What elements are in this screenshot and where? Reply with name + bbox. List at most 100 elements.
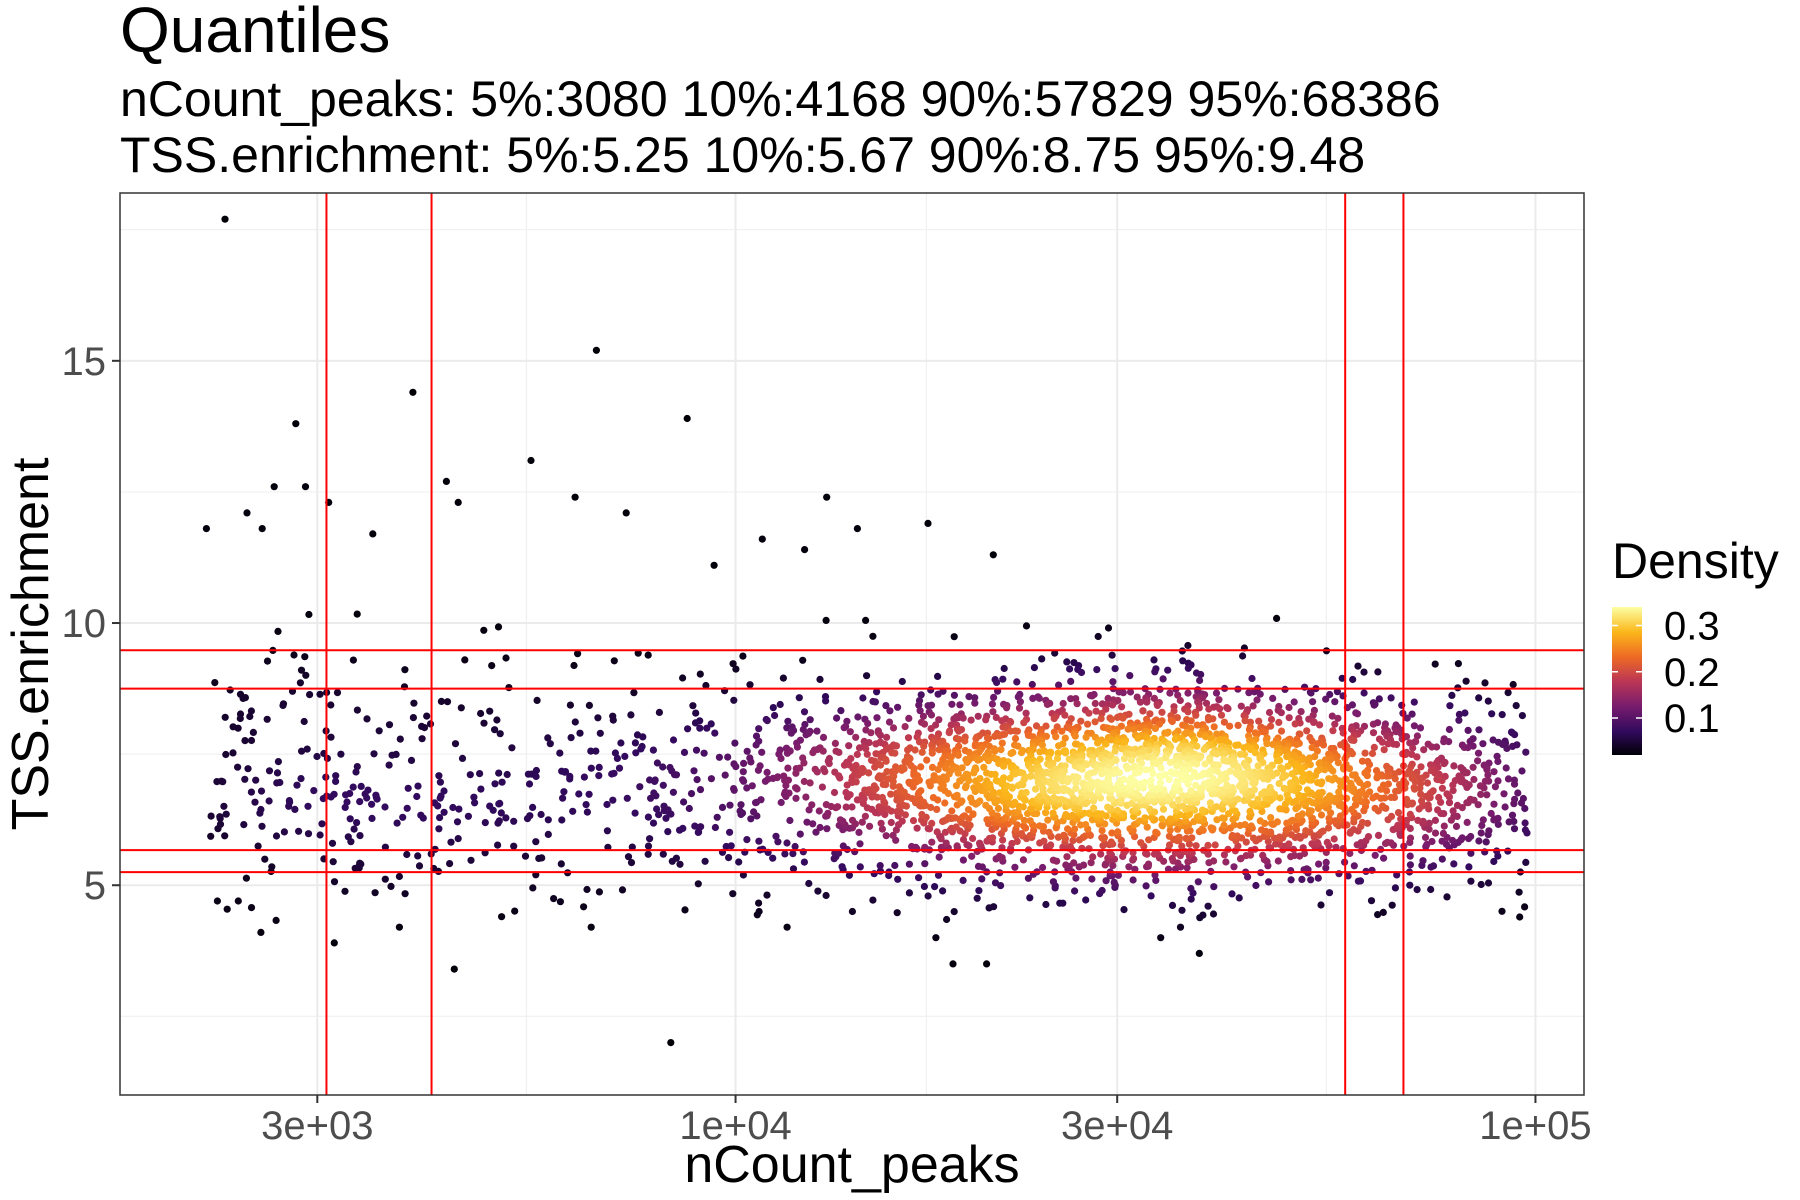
data-point bbox=[891, 749, 899, 757]
plot-panel bbox=[120, 193, 1584, 1095]
data-point bbox=[274, 627, 282, 636]
data-point bbox=[611, 749, 620, 757]
data-point bbox=[924, 892, 932, 900]
data-point bbox=[905, 889, 914, 897]
data-point bbox=[991, 747, 999, 755]
data-point bbox=[1071, 732, 1079, 740]
data-point bbox=[596, 729, 604, 737]
data-point bbox=[1450, 762, 1458, 770]
data-point bbox=[436, 814, 444, 822]
data-point bbox=[207, 832, 215, 840]
data-point bbox=[1313, 740, 1321, 748]
data-point bbox=[495, 800, 503, 808]
data-point bbox=[1108, 829, 1116, 837]
data-point bbox=[556, 898, 565, 906]
data-point bbox=[672, 854, 681, 862]
data-point bbox=[893, 909, 901, 917]
data-point bbox=[1142, 766, 1150, 774]
data-point bbox=[1273, 614, 1281, 623]
data-point bbox=[1035, 694, 1043, 702]
data-point bbox=[1223, 781, 1231, 789]
data-point bbox=[1291, 720, 1299, 728]
data-point bbox=[401, 890, 409, 898]
x-axis-title: nCount_peaks bbox=[684, 1136, 1019, 1194]
data-point bbox=[1008, 783, 1016, 791]
data-point bbox=[1093, 666, 1101, 674]
data-point bbox=[1058, 796, 1066, 804]
data-point bbox=[1469, 763, 1477, 771]
data-point bbox=[1193, 742, 1201, 750]
data-point bbox=[1173, 714, 1181, 722]
data-point bbox=[1224, 705, 1232, 713]
data-point bbox=[672, 771, 681, 779]
data-point bbox=[1179, 774, 1187, 782]
data-point bbox=[939, 887, 947, 895]
data-point bbox=[718, 803, 727, 812]
legend-tick-label: 0.1 bbox=[1664, 697, 1720, 741]
data-point bbox=[1361, 749, 1369, 757]
data-point bbox=[726, 828, 734, 836]
data-point bbox=[1212, 689, 1221, 697]
data-point bbox=[1028, 680, 1036, 689]
data-point bbox=[700, 749, 708, 757]
data-point bbox=[1067, 677, 1075, 686]
data-point bbox=[976, 797, 984, 805]
data-point bbox=[1104, 803, 1112, 811]
data-point bbox=[1168, 901, 1177, 910]
data-point bbox=[772, 832, 780, 840]
data-point bbox=[876, 731, 885, 739]
data-point bbox=[1216, 705, 1224, 713]
data-point bbox=[1147, 892, 1155, 900]
data-point bbox=[740, 777, 748, 785]
data-point bbox=[835, 748, 843, 757]
data-point bbox=[815, 807, 823, 815]
data-point bbox=[1372, 767, 1381, 775]
data-point bbox=[934, 690, 942, 698]
data-point bbox=[935, 746, 943, 754]
data-point bbox=[1130, 778, 1138, 786]
data-point bbox=[1337, 782, 1345, 791]
data-point bbox=[1235, 894, 1243, 902]
data-point bbox=[447, 838, 455, 846]
data-point bbox=[1250, 688, 1258, 696]
data-point bbox=[1061, 749, 1070, 757]
data-point bbox=[1111, 665, 1119, 673]
data-point bbox=[730, 696, 738, 704]
data-point bbox=[848, 907, 857, 916]
data-point bbox=[975, 887, 983, 895]
data-point bbox=[724, 753, 732, 761]
y-tick-label: 5 bbox=[84, 864, 106, 908]
data-point bbox=[481, 819, 489, 827]
data-point bbox=[1192, 842, 1200, 850]
data-point bbox=[679, 674, 687, 682]
data-point bbox=[1305, 776, 1313, 784]
data-point bbox=[1263, 740, 1271, 748]
data-point bbox=[986, 780, 994, 789]
data-point bbox=[1044, 816, 1052, 824]
data-point bbox=[845, 742, 853, 750]
data-point bbox=[1406, 881, 1414, 889]
data-point bbox=[1485, 827, 1493, 835]
data-point bbox=[446, 860, 454, 868]
data-point bbox=[998, 739, 1006, 747]
data-point bbox=[353, 763, 361, 771]
y-axis: 5 10 15 bbox=[62, 340, 120, 908]
data-point bbox=[870, 782, 878, 790]
data-point bbox=[1213, 816, 1221, 824]
data-point bbox=[1205, 705, 1213, 713]
data-point bbox=[1283, 791, 1291, 799]
data-point bbox=[813, 727, 821, 735]
data-point bbox=[659, 781, 667, 789]
data-point bbox=[1279, 766, 1287, 774]
data-point bbox=[1511, 795, 1519, 803]
data-point bbox=[1204, 716, 1213, 724]
chart-subtitle-line-1: nCount_peaks: 5%:3080 10%:4168 90%:57829… bbox=[120, 71, 1441, 127]
data-point bbox=[959, 856, 968, 864]
data-point bbox=[662, 814, 670, 822]
data-point bbox=[785, 789, 793, 797]
data-point bbox=[1307, 876, 1315, 884]
data-point bbox=[454, 498, 462, 506]
data-point bbox=[836, 774, 844, 782]
data-point bbox=[525, 780, 534, 788]
data-point bbox=[1062, 861, 1070, 869]
